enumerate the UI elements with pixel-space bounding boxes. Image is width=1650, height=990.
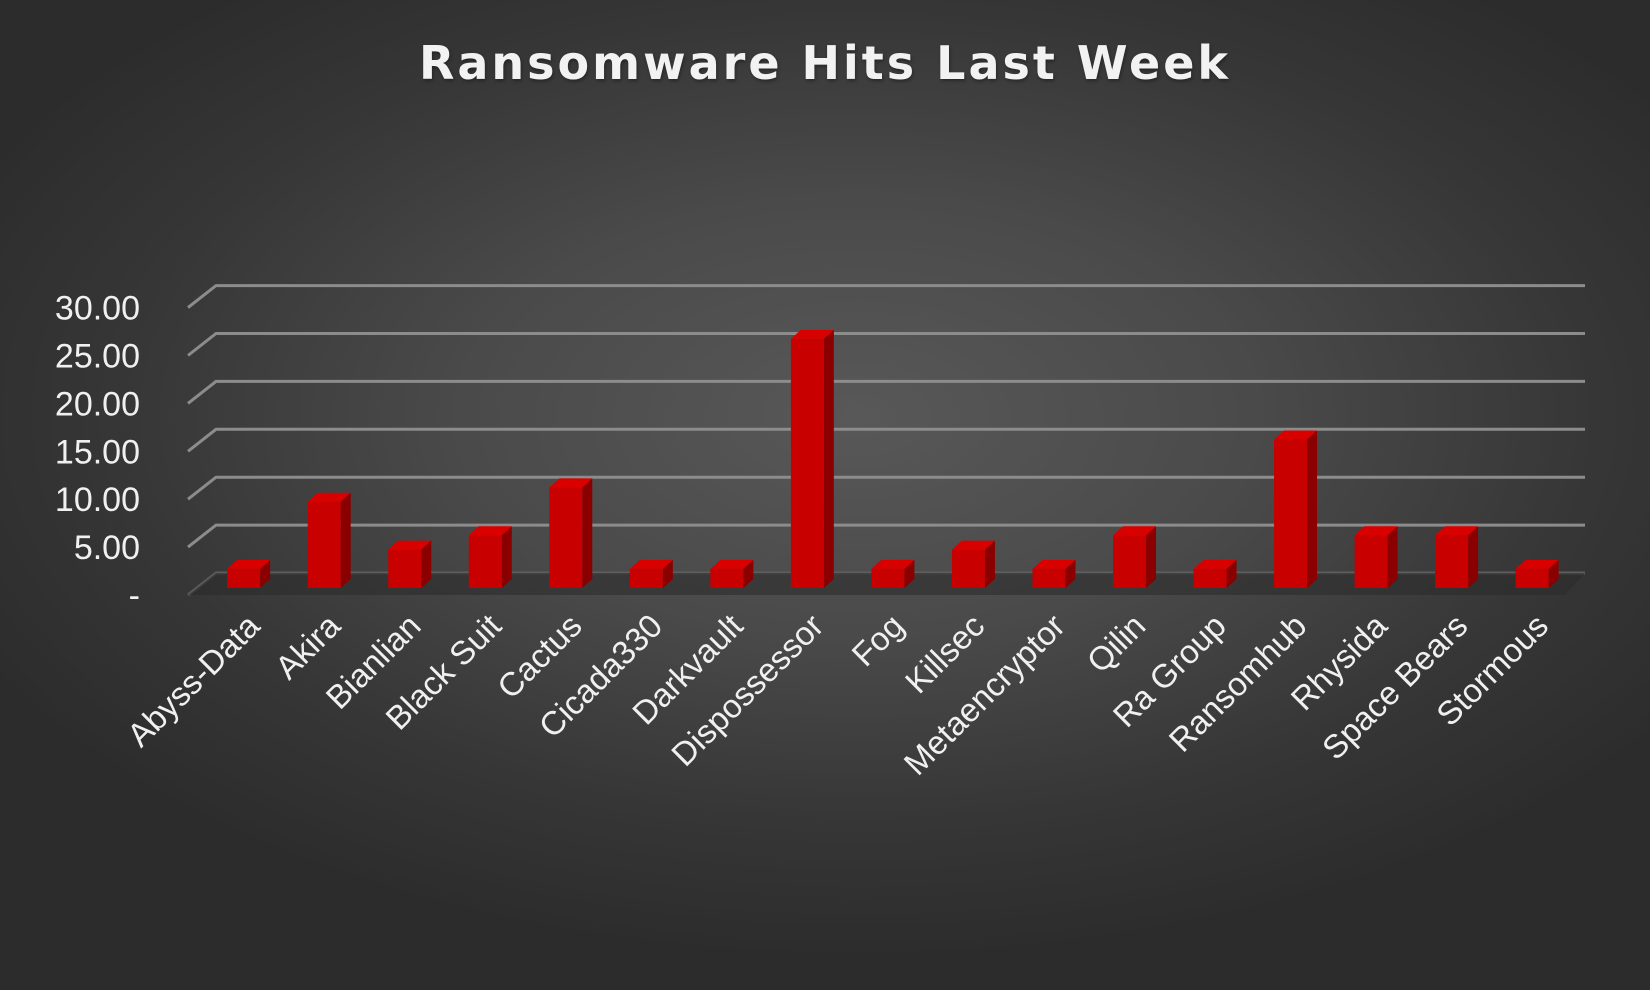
bar-top-face xyxy=(1032,559,1076,569)
y-tick-label: - xyxy=(129,577,140,615)
bar-top-face xyxy=(388,540,432,550)
bar-side-face xyxy=(421,540,432,588)
bar xyxy=(871,559,915,588)
chart-title: Ransomware Hits Last Week xyxy=(418,36,1232,90)
gridline xyxy=(187,332,1585,357)
y-tick-label: 15.00 xyxy=(55,433,140,471)
bar-top-face xyxy=(307,492,351,502)
bar-side-face xyxy=(1387,526,1398,588)
bar-top-face xyxy=(1112,526,1156,536)
bar-front-face xyxy=(1193,568,1227,588)
bar-front-face xyxy=(790,338,824,588)
bar-side-face xyxy=(1065,559,1076,588)
bar-side-face xyxy=(260,559,271,588)
bar-top-face xyxy=(468,526,512,536)
bar-front-face xyxy=(1032,568,1066,588)
bar-top-face xyxy=(549,478,593,488)
bar-front-face xyxy=(1435,535,1469,588)
bar-side-face xyxy=(1468,526,1479,588)
bar-front-face xyxy=(1112,535,1146,588)
bar-side-face xyxy=(501,526,512,588)
y-axis-tick-labels: - 5.00 10.00 15.00 20.00 25.00 30.00 xyxy=(55,290,140,615)
bar-side-face xyxy=(340,492,351,588)
y-tick-label: 25.00 xyxy=(55,338,140,376)
bar-top-face xyxy=(1435,526,1479,536)
bar xyxy=(1515,559,1559,588)
bar-front-face xyxy=(1274,439,1308,588)
bar xyxy=(1274,430,1318,588)
bar-front-face xyxy=(629,568,663,588)
bar xyxy=(1032,559,1076,588)
bar-top-face xyxy=(951,540,995,550)
bar-top-face xyxy=(1274,430,1318,440)
bar-top-face xyxy=(1515,559,1559,569)
bar xyxy=(951,540,995,588)
bar xyxy=(468,526,512,588)
bar xyxy=(307,492,351,588)
bar-top-face xyxy=(629,559,673,569)
bar-top-face xyxy=(710,559,754,569)
bar xyxy=(1112,526,1156,588)
bar-top-face xyxy=(227,559,271,569)
gridline xyxy=(187,475,1585,501)
bar xyxy=(790,329,834,588)
bar-front-face xyxy=(1354,535,1388,588)
y-tick-label: 30.00 xyxy=(55,290,140,328)
bar-top-face xyxy=(1193,559,1237,569)
gridline xyxy=(187,523,1585,549)
bar-side-face xyxy=(823,329,834,588)
bar xyxy=(1193,559,1237,588)
bar-top-face xyxy=(871,559,915,569)
bar-side-face xyxy=(904,559,915,588)
bar-front-face xyxy=(710,568,744,588)
bar xyxy=(549,478,593,588)
bar-front-face xyxy=(1515,568,1549,588)
x-tick-label: Abyss-Data xyxy=(120,606,267,753)
bar-side-face xyxy=(743,559,754,588)
bar xyxy=(1354,526,1398,588)
bar-top-face xyxy=(1354,526,1398,536)
bar-front-face xyxy=(227,568,261,588)
bar xyxy=(1435,526,1479,588)
bar-front-face xyxy=(871,568,905,588)
bar-side-face xyxy=(1307,430,1318,588)
bar-front-face xyxy=(307,501,341,588)
bar xyxy=(629,559,673,588)
bar-side-face xyxy=(1145,526,1156,588)
y-tick-label: 5.00 xyxy=(74,529,140,567)
bar-front-face xyxy=(388,549,422,588)
x-tick-label: Qilin xyxy=(1080,607,1153,680)
bar-side-face xyxy=(582,478,593,588)
gridline xyxy=(187,379,1585,405)
bar-side-face xyxy=(1226,559,1237,588)
bar-top-face xyxy=(790,329,834,339)
y-tick-label: 20.00 xyxy=(55,385,140,423)
gridline xyxy=(187,427,1585,453)
bar-side-face xyxy=(662,559,673,588)
bar xyxy=(227,559,271,588)
gridline xyxy=(187,284,1585,309)
bar-side-face xyxy=(1548,559,1559,588)
bars xyxy=(227,329,1559,588)
bar-front-face xyxy=(468,535,502,588)
bar-front-face xyxy=(951,549,985,588)
x-tick-label: Fog xyxy=(844,607,910,673)
bar xyxy=(388,540,432,588)
y-tick-label: 10.00 xyxy=(55,481,140,519)
bar-front-face xyxy=(549,487,583,588)
bar-side-face xyxy=(984,540,995,588)
bar xyxy=(710,559,754,588)
